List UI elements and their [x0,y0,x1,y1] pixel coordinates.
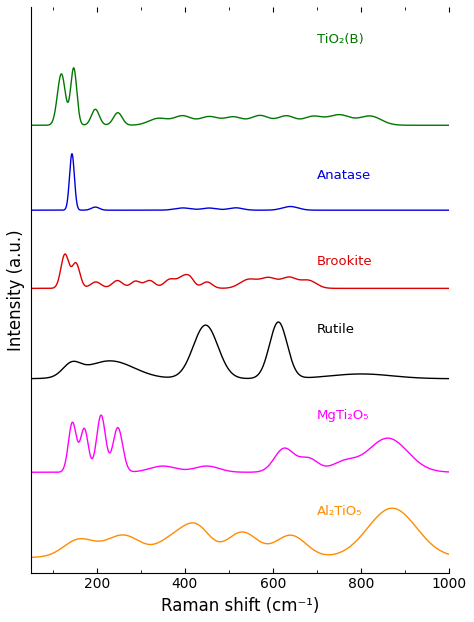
X-axis label: Raman shift (cm⁻¹): Raman shift (cm⁻¹) [161,597,319,615]
Text: TiO₂(B): TiO₂(B) [317,33,364,45]
Text: MgTi₂O₅: MgTi₂O₅ [317,409,370,422]
Y-axis label: Intensity (a.u.): Intensity (a.u.) [7,229,25,351]
Text: Anatase: Anatase [317,169,372,182]
Text: Rutile: Rutile [317,323,355,336]
Text: Brookite: Brookite [317,254,373,267]
Text: Al₂TiO₅: Al₂TiO₅ [317,505,363,518]
